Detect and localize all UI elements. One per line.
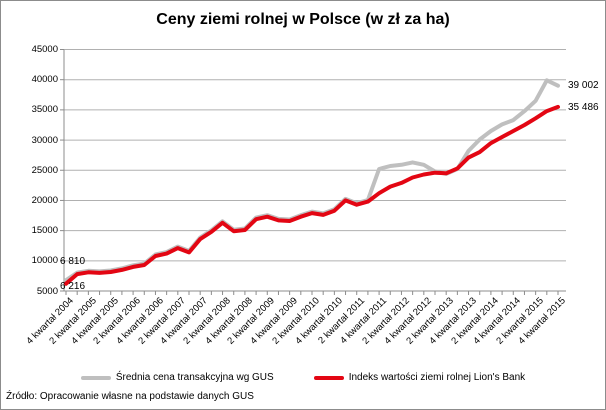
chart-title: Ceny ziemi rolnej w Polsce (w zł za ha) — [156, 11, 450, 28]
y-axis-label: 15000 — [31, 225, 58, 237]
gus-line-marker-icon — [80, 375, 111, 380]
lions-series-line — [64, 104, 560, 286]
y-axis-label: 30000 — [31, 134, 58, 146]
legend-label-gus: Średnia cena transakcyjna wg GUS — [115, 372, 274, 383]
y-axis-label: 25000 — [31, 164, 58, 176]
data-label-gus-start: 6 810 — [60, 256, 86, 267]
y-axis-label: 10000 — [31, 255, 58, 267]
legend: Średnia cena transakcyjna wg GUS Indeks … — [1, 372, 605, 383]
y-axis-label: 40000 — [31, 74, 58, 86]
data-label-lions-start: 6 216 — [60, 281, 86, 292]
legend-item-gus: Średnia cena transakcyjna wg GUS — [80, 372, 274, 383]
data-label-gus-end: 39 002 — [568, 80, 599, 91]
legend-item-lions: Indeks wartości ziemi rolnej Lion's Bank — [313, 372, 526, 383]
lions-line-marker-icon — [313, 375, 344, 380]
y-axis-label: 45000 — [31, 44, 58, 55]
y-axis-label: 35000 — [31, 104, 58, 116]
source-note: Źródło: Opracowanie własne na podstawie … — [6, 391, 254, 402]
y-axis-label: 20000 — [31, 194, 58, 206]
legend-label-lions: Indeks wartości ziemi rolnej Lion's Bank — [348, 372, 526, 383]
y-axis-label: 5000 — [36, 285, 58, 297]
data-label-lions-end: 35 486 — [568, 102, 599, 113]
